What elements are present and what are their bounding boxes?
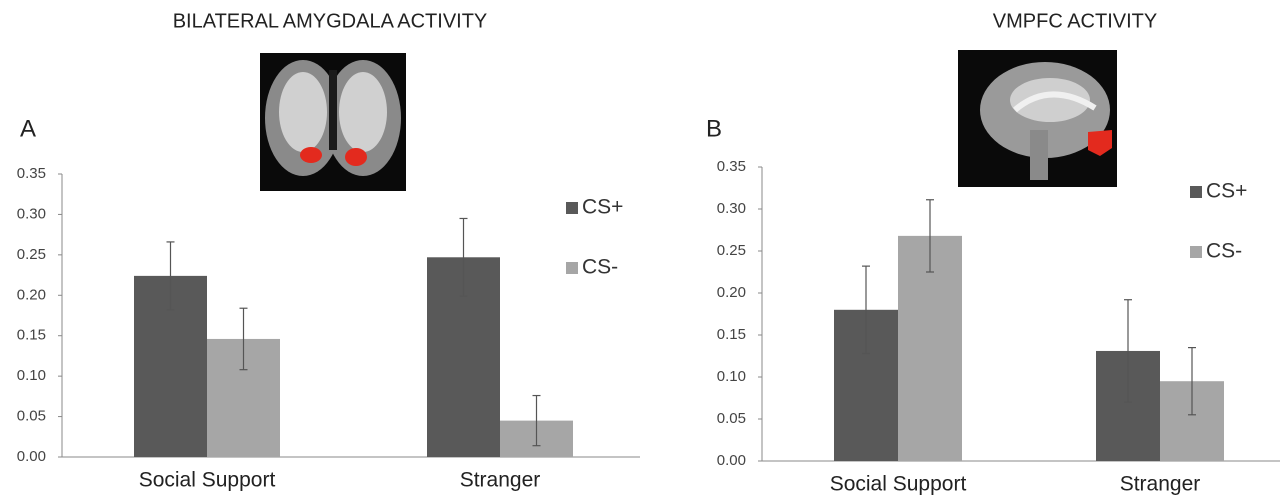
legend-swatch	[566, 202, 578, 214]
y-tick-label: 0.35	[17, 165, 46, 182]
y-tick-label: 0.30	[717, 200, 746, 217]
legend-label: CS-	[1206, 240, 1242, 263]
legend-label: CS+	[1206, 180, 1247, 203]
y-tick-label: 0.05	[717, 410, 746, 427]
y-tick-label: 0.05	[17, 408, 46, 425]
y-tick-label: 0.10	[17, 367, 46, 384]
y-tick-label: 0.25	[17, 246, 46, 263]
y-tick-label: 0.15	[17, 327, 46, 344]
y-tick-label: 0.15	[717, 326, 746, 343]
x-tick-label: Stranger	[1120, 473, 1201, 496]
y-tick-label: 0.20	[717, 284, 746, 301]
x-tick-label: Social Support	[139, 469, 276, 492]
legend-label: CS-	[582, 256, 618, 279]
legend-label: CS+	[582, 196, 623, 219]
legend-swatch	[1190, 186, 1202, 198]
panel-label: A	[20, 115, 36, 142]
panel-label: B	[706, 115, 722, 142]
chart-title: BILATERAL AMYGDALA ACTIVITY	[173, 10, 488, 32]
figure: BILATERAL AMYGDALA ACTIVITY A 0.00 0.05 0.10…	[0, 0, 1288, 496]
y-tick-label: 0.00	[17, 448, 46, 465]
brain-image-a	[260, 53, 406, 191]
chart-title: VMPFC ACTIVITY	[993, 10, 1157, 32]
legend-swatch	[566, 262, 578, 274]
y-tick-label: 0.35	[717, 158, 746, 175]
y-tick-label: 0.00	[717, 452, 746, 469]
x-tick-label: Social Support	[830, 473, 967, 496]
x-tick-label: Stranger	[460, 469, 541, 492]
y-tick-label: 0.10	[717, 368, 746, 385]
legend-swatch	[1190, 246, 1202, 258]
brain-image-b	[958, 50, 1117, 187]
y-tick-label: 0.25	[717, 242, 746, 259]
y-tick-label: 0.30	[17, 205, 46, 222]
y-tick-label: 0.20	[17, 286, 46, 303]
